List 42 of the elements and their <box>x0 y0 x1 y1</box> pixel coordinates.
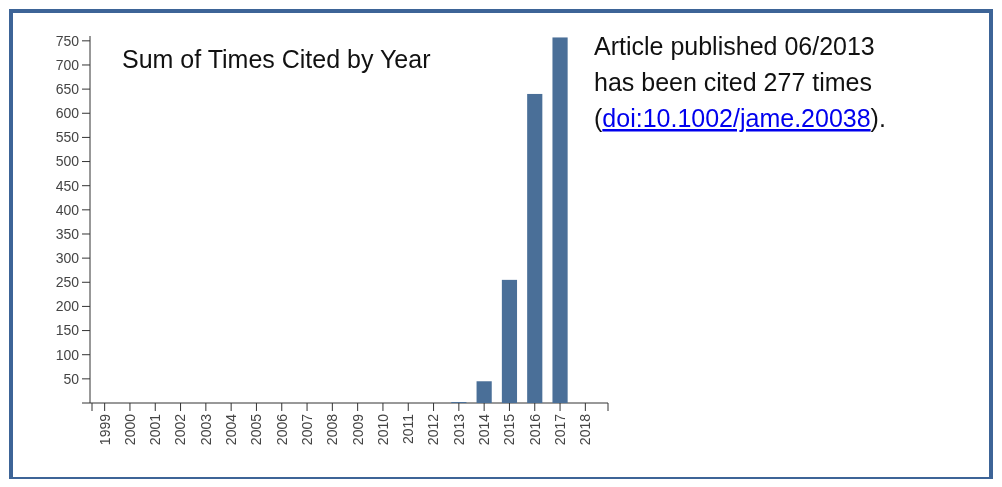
y-tick-label: 700 <box>55 56 80 73</box>
x-tick-label: 2008 <box>324 413 341 446</box>
y-tick-label: 550 <box>55 129 80 146</box>
x-tick-label: 2006 <box>273 413 290 446</box>
x-tick-label: 2004 <box>223 413 240 446</box>
x-tick-label: 2001 <box>147 413 164 446</box>
x-tick-label: 2011 <box>400 413 417 445</box>
y-tick-label: 150 <box>55 322 80 339</box>
y-tick-label: 300 <box>55 250 80 267</box>
bar <box>552 37 568 403</box>
y-tick-label: 400 <box>55 201 80 218</box>
x-tick-label: 2014 <box>476 413 493 446</box>
bar <box>527 93 543 403</box>
y-tick-label: 250 <box>55 274 80 291</box>
annotation: (doi:10.1002/jame.20038). <box>594 104 886 132</box>
x-tick-label: 2017 <box>551 413 568 446</box>
x-tick-label: 2013 <box>450 413 467 446</box>
y-tick-label: 350 <box>55 225 80 242</box>
chart-title: Sum of Times Cited by Year <box>122 45 431 73</box>
y-tick-label: 200 <box>55 298 80 315</box>
bar <box>501 279 518 403</box>
y-tick-label: 750 <box>55 32 80 49</box>
x-tick-label: 2000 <box>121 413 138 446</box>
x-tick-label: 1999 <box>96 413 113 446</box>
x-tick-label: 2018 <box>577 413 594 446</box>
y-tick-label: 50 <box>63 370 80 387</box>
x-tick-label: 2002 <box>172 413 189 446</box>
x-tick-label: 2012 <box>425 413 442 446</box>
y-tick-label: 500 <box>55 153 80 170</box>
y-tick-label: 100 <box>55 346 80 363</box>
y-tick-label: 600 <box>55 105 80 122</box>
x-tick-label: 2005 <box>248 413 265 446</box>
x-tick-label: 2016 <box>526 413 543 446</box>
x-tick-label: 2007 <box>298 413 315 446</box>
x-tick-label: 2003 <box>197 413 214 446</box>
y-tick-label: 650 <box>55 81 80 98</box>
x-tick-label: 2015 <box>501 413 518 446</box>
x-tick-label: 2010 <box>374 413 391 446</box>
y-tick-label: 450 <box>55 177 80 194</box>
x-tick-label: 2009 <box>349 413 366 446</box>
bar <box>476 381 492 403</box>
annotation: Article published 06/2013 has been cited 277 times <box>594 32 875 96</box>
